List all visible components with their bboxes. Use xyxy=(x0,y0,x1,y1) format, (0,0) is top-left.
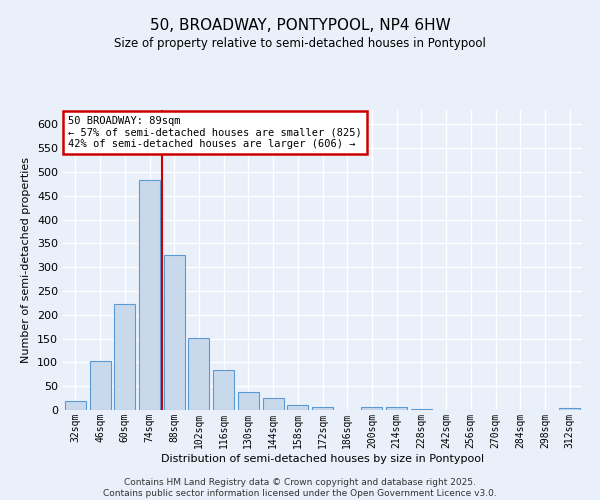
Bar xyxy=(386,407,407,410)
Bar xyxy=(65,402,86,410)
Bar xyxy=(238,392,259,410)
Bar xyxy=(114,304,135,410)
X-axis label: Distribution of semi-detached houses by size in Pontypool: Distribution of semi-detached houses by … xyxy=(161,454,484,464)
Text: 50 BROADWAY: 89sqm
← 57% of semi-detached houses are smaller (825)
42% of semi-d: 50 BROADWAY: 89sqm ← 57% of semi-detache… xyxy=(68,116,362,149)
Bar xyxy=(559,408,580,410)
Bar xyxy=(411,409,432,410)
Y-axis label: Number of semi-detached properties: Number of semi-detached properties xyxy=(22,157,31,363)
Bar xyxy=(188,338,209,410)
Bar xyxy=(213,370,234,410)
Text: Size of property relative to semi-detached houses in Pontypool: Size of property relative to semi-detach… xyxy=(114,38,486,51)
Text: 50, BROADWAY, PONTYPOOL, NP4 6HW: 50, BROADWAY, PONTYPOOL, NP4 6HW xyxy=(149,18,451,32)
Bar xyxy=(89,361,110,410)
Bar xyxy=(164,255,185,410)
Bar xyxy=(312,406,333,410)
Bar xyxy=(263,398,284,410)
Bar xyxy=(139,180,160,410)
Bar xyxy=(361,407,382,410)
Text: Contains HM Land Registry data © Crown copyright and database right 2025.
Contai: Contains HM Land Registry data © Crown c… xyxy=(103,478,497,498)
Bar xyxy=(287,405,308,410)
